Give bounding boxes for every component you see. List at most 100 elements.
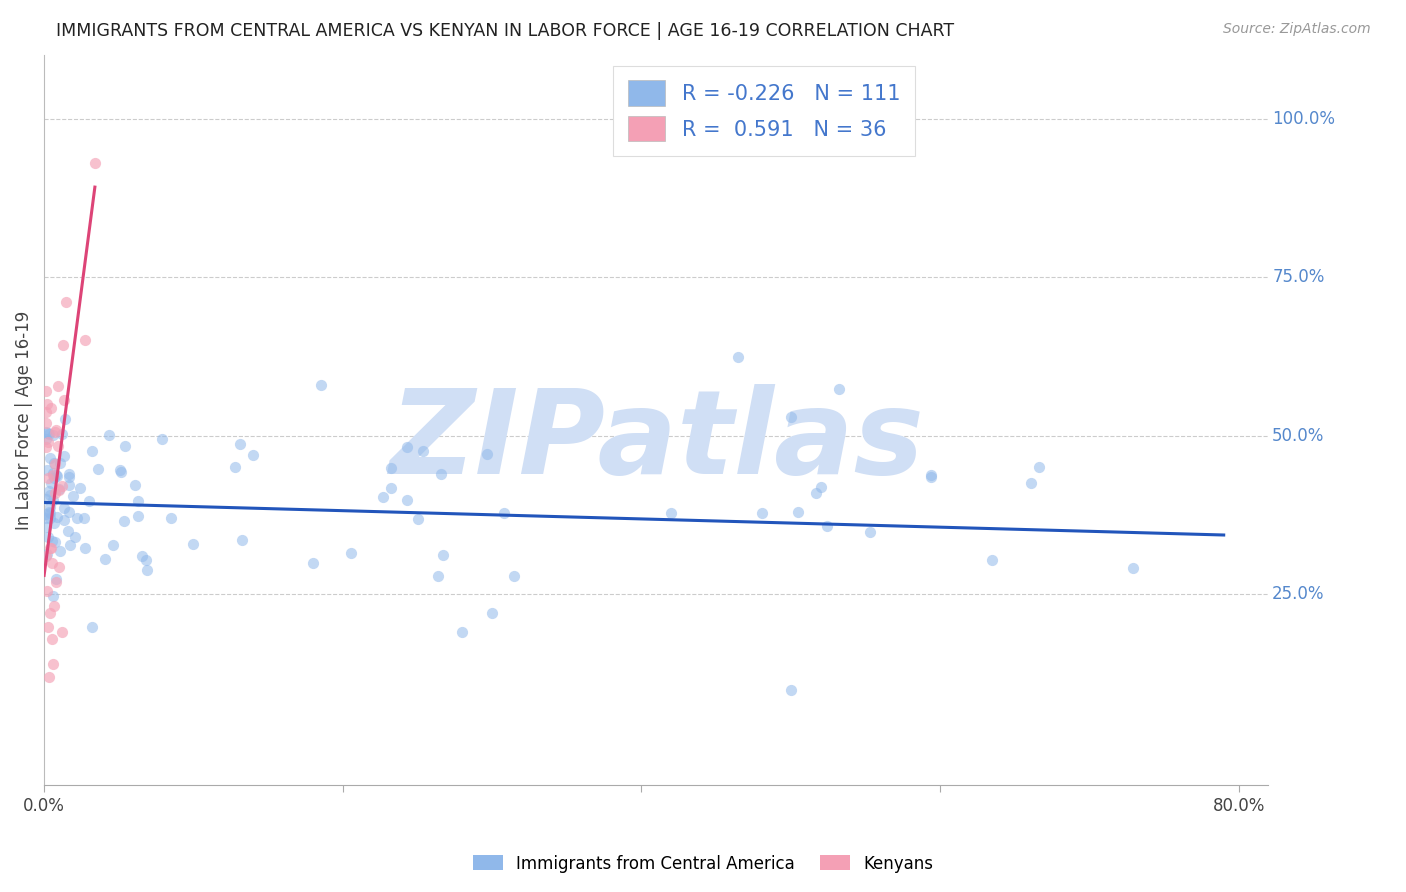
Point <box>62 489 84 503</box>
Point <box>302 556 325 570</box>
Point <box>37 435 59 450</box>
Point <box>52 449 75 463</box>
Point <box>44 425 66 440</box>
Text: 25.0%: 25.0% <box>1272 585 1324 603</box>
Point <box>430 467 453 482</box>
Point <box>432 548 454 562</box>
Point <box>110 465 132 479</box>
Point <box>181 537 204 551</box>
Point <box>39 475 62 490</box>
Point <box>1019 475 1042 490</box>
Point <box>38 506 60 520</box>
Point <box>224 460 246 475</box>
Point <box>55 295 77 310</box>
Point <box>41 534 63 549</box>
Point <box>804 486 827 500</box>
Point <box>53 411 76 425</box>
Point <box>52 338 75 352</box>
Point <box>38 427 60 442</box>
Point <box>502 569 524 583</box>
Point <box>42 657 65 672</box>
Point <box>48 483 70 497</box>
Point <box>135 563 157 577</box>
Point <box>37 531 59 545</box>
Point <box>659 506 682 520</box>
Point <box>135 553 157 567</box>
Point <box>35 507 58 521</box>
Point <box>58 538 80 552</box>
Text: 75.0%: 75.0% <box>1272 268 1324 286</box>
Point <box>34 440 56 454</box>
Point <box>828 383 851 397</box>
Point <box>1122 561 1144 575</box>
Point <box>39 541 62 555</box>
Point <box>45 468 67 483</box>
Point <box>82 620 104 634</box>
Point <box>58 524 80 539</box>
Point <box>810 479 832 493</box>
Point <box>127 508 149 523</box>
Point <box>63 530 86 544</box>
Point <box>859 524 882 539</box>
Point <box>112 514 135 528</box>
Point <box>779 409 801 424</box>
Point <box>39 607 62 621</box>
Point <box>52 513 75 527</box>
Point <box>45 574 67 589</box>
Point <box>45 423 67 437</box>
Point <box>58 467 80 482</box>
Point <box>42 456 65 470</box>
Point <box>101 537 124 551</box>
Point <box>35 519 58 533</box>
Text: ZIPatlas: ZIPatlas <box>389 384 924 500</box>
Point <box>34 549 56 563</box>
Point <box>751 506 773 520</box>
Point <box>311 378 333 392</box>
Point <box>817 518 839 533</box>
Point <box>35 463 58 477</box>
Point <box>93 552 115 566</box>
Text: 100.0%: 100.0% <box>1272 110 1336 128</box>
Point <box>77 493 100 508</box>
Point <box>69 481 91 495</box>
Point <box>114 439 136 453</box>
Point <box>124 478 146 492</box>
Point <box>38 505 60 519</box>
Point <box>58 478 80 492</box>
Point <box>34 432 56 446</box>
Point <box>73 510 96 524</box>
Point <box>42 493 65 508</box>
Point <box>58 470 80 484</box>
Point <box>160 511 183 525</box>
Legend: Immigrants from Central America, Kenyans: Immigrants from Central America, Kenyans <box>467 848 939 880</box>
Point <box>787 504 810 518</box>
Point <box>34 425 56 440</box>
Point <box>42 599 65 613</box>
Point <box>727 350 749 364</box>
Point <box>53 500 76 515</box>
Point <box>150 432 173 446</box>
Point <box>920 470 942 484</box>
Point <box>58 505 80 519</box>
Point <box>35 547 58 561</box>
Point <box>75 541 97 555</box>
Point <box>37 620 59 634</box>
Point <box>396 440 419 454</box>
Point <box>41 632 63 646</box>
Point <box>42 427 65 442</box>
Text: IMMIGRANTS FROM CENTRAL AMERICA VS KENYAN IN LABOR FORCE | AGE 16-19 CORRELATION: IMMIGRANTS FROM CENTRAL AMERICA VS KENYA… <box>56 22 955 40</box>
Point <box>75 333 97 347</box>
Point <box>108 463 131 477</box>
Point <box>44 485 66 500</box>
Point <box>52 393 75 408</box>
Point <box>35 397 58 411</box>
Text: 50.0%: 50.0% <box>1272 426 1324 445</box>
Point <box>127 494 149 508</box>
Point <box>46 509 69 524</box>
Point <box>48 456 70 470</box>
Point <box>981 553 1004 567</box>
Point <box>34 510 56 524</box>
Point <box>41 466 63 480</box>
Point <box>46 379 69 393</box>
Point <box>451 625 474 640</box>
